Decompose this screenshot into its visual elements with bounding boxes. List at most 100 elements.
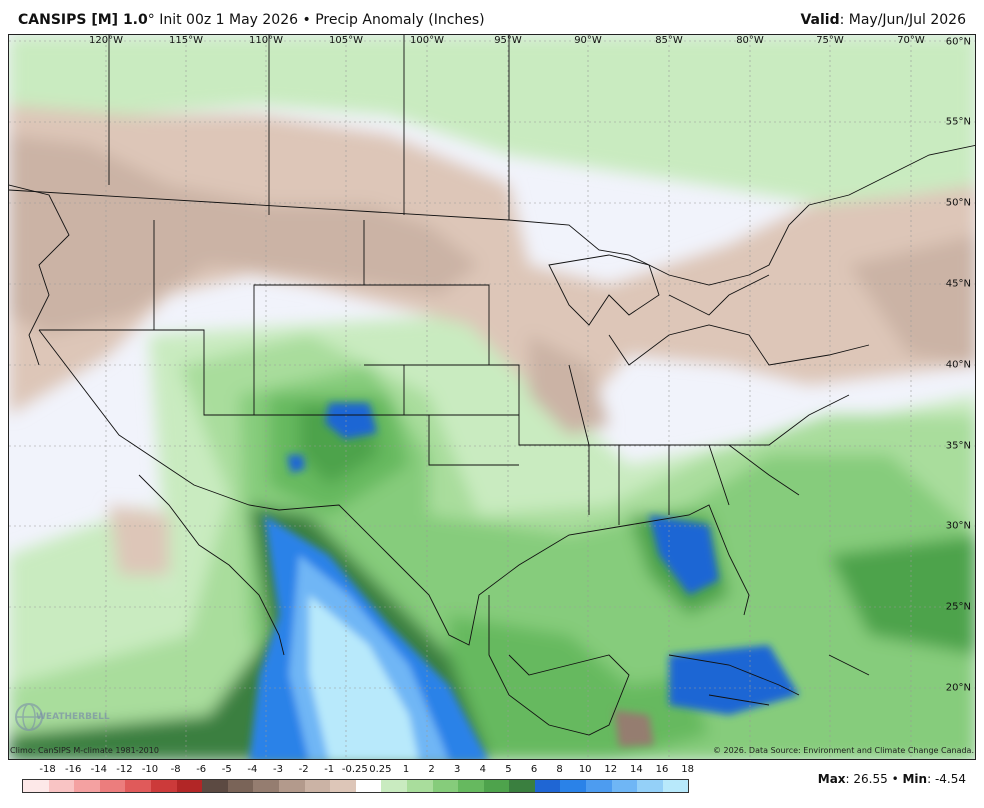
min-label: Min	[902, 772, 928, 786]
legend-tick-label: -4	[247, 764, 258, 775]
legend-swatch	[330, 780, 356, 792]
legend-swatch	[150, 780, 177, 792]
legend-swatch	[125, 780, 151, 792]
legend-tick-label: -2	[298, 764, 309, 775]
anomaly-fill-layer	[9, 35, 975, 759]
globe-icon	[15, 703, 43, 731]
map-header: CANSIPS [M] 1.0° Init 00z 1 May 2026 • P…	[0, 0, 984, 34]
legend-swatch	[202, 780, 228, 792]
longitude-label: 110°W	[249, 35, 283, 46]
latitude-label: 35°N	[945, 440, 971, 452]
legend-tick-label: -12	[116, 764, 133, 775]
weatherbell-logo: WEATHERBELL	[14, 700, 110, 740]
political-boundaries	[9, 35, 975, 736]
legend-swatch	[278, 780, 305, 792]
legend-tick-label: 5	[505, 764, 512, 775]
longitude-label: 75°W	[816, 35, 844, 46]
longitude-label: 105°W	[329, 35, 363, 46]
legend-tick-label: -16	[65, 764, 82, 775]
legend-tick-label: -0.25	[341, 764, 368, 775]
latitude-label: 40°N	[945, 359, 971, 371]
latitude-label: 55°N	[945, 116, 971, 128]
legend-tick-label: -8	[170, 764, 181, 775]
legend-swatch	[637, 780, 663, 792]
legend-swatch	[23, 780, 49, 792]
degree-symbol: °	[147, 12, 155, 28]
logo-text: WEATHERBELL	[36, 712, 110, 722]
legend-swatch	[99, 780, 126, 792]
legend-tick-label: 16	[655, 764, 669, 775]
latitude-label: 20°N	[945, 682, 971, 694]
longitude-label: 90°W	[574, 35, 602, 46]
init-time: Init 00z 1 May 2026	[159, 12, 299, 28]
climo-source: Climo: CanSIPS M-climate 1981-2010	[10, 746, 159, 755]
product-name: Precip Anomaly (Inches)	[315, 12, 485, 28]
legend-swatch	[176, 780, 203, 792]
legend-tick-label: -10	[141, 764, 159, 775]
max-label: Max	[817, 772, 846, 786]
longitude-label: 95°W	[494, 35, 522, 46]
legend-swatch	[304, 780, 331, 792]
legend-tick-label: -6	[196, 764, 207, 775]
legend-tick-label: -14	[90, 764, 107, 775]
legend-tick-label: 14	[630, 764, 643, 775]
legend-swatch	[253, 780, 279, 792]
latitude-label: 45°N	[945, 278, 971, 290]
legend-swatch	[355, 780, 382, 792]
legend-swatch	[227, 780, 254, 792]
latitude-label: 60°N	[945, 36, 971, 48]
legend-swatch	[662, 780, 689, 792]
legend-tick-label: 8	[556, 764, 563, 775]
longitude-label: 80°W	[736, 35, 764, 46]
longitude-label: 85°W	[655, 35, 683, 46]
legend-tick-label: 4	[479, 764, 486, 775]
legend-swatch	[458, 780, 484, 792]
graticule	[9, 35, 975, 759]
legend-swatch	[381, 780, 407, 792]
longitude-label: 100°W	[410, 35, 444, 46]
max-min-readout: Max: 26.55 • Min: -4.54	[817, 772, 966, 786]
longitude-label: 115°W	[169, 35, 203, 46]
longitude-label: 70°W	[897, 35, 925, 46]
min-value: -4.54	[934, 772, 966, 786]
legend-swatch	[432, 780, 459, 792]
valid-period: Valid: May/Jun/Jul 2026	[800, 12, 966, 28]
legend-swatch	[406, 780, 433, 792]
legend-tick-label: -3	[273, 764, 283, 775]
map-canvas	[9, 35, 975, 759]
legend-swatch	[534, 780, 561, 792]
latitude-label: 30°N	[945, 520, 971, 532]
legend-tick-label: -5	[221, 764, 232, 775]
legend-swatch	[509, 780, 535, 792]
latitude-label: 50°N	[945, 197, 971, 209]
legend-tick-labels: -18 -16 -14 -12 -10 -8 -6 -5 -4 -3 -2 -1 -0.25 0.25 1 2…	[22, 764, 702, 778]
legend-tick-label: 1	[402, 764, 410, 775]
legend-swatch	[48, 780, 75, 792]
valid-label: Valid	[800, 12, 840, 28]
legend-tick-label: 3	[454, 764, 461, 775]
legend-tick-label: 10	[578, 764, 592, 775]
legend-swatch	[560, 780, 587, 792]
legend-swatch	[483, 780, 510, 792]
legend-tick-label: 12	[604, 764, 618, 775]
model-name: CANSIPS [M] 1.0	[18, 12, 148, 28]
legend-tick-label: -18	[39, 764, 56, 775]
legend-tick-label: 0.25	[369, 764, 392, 775]
legend-swatch	[611, 780, 638, 792]
max-value: 26.55	[853, 772, 888, 786]
heavy-precip-layer	[249, 403, 799, 759]
valid-value: May/Jun/Jul 2026	[848, 12, 966, 28]
legend-tick-label: -1	[324, 764, 335, 775]
longitude-label: 120°W	[89, 35, 123, 46]
map-title: CANSIPS [M] 1.0° Init 00z 1 May 2026 • P…	[18, 12, 485, 28]
latitude-label: 25°N	[945, 601, 971, 613]
legend-color-bar	[22, 779, 690, 793]
legend-swatch	[74, 780, 100, 792]
legend-tick-label: 18	[681, 764, 694, 775]
legend-tick-label: 6	[530, 764, 538, 775]
precip-anomaly-map: 120°W 115°W 110°W 105°W 100°W 95°W 90°W 85°W 80°…	[8, 34, 976, 760]
legend-swatch	[586, 780, 612, 792]
copyright-notice: © 2026. Data Source: Environment and Cli…	[712, 746, 974, 755]
bullet-separator: •	[302, 12, 311, 28]
legend-tick-label: 2	[428, 764, 435, 775]
